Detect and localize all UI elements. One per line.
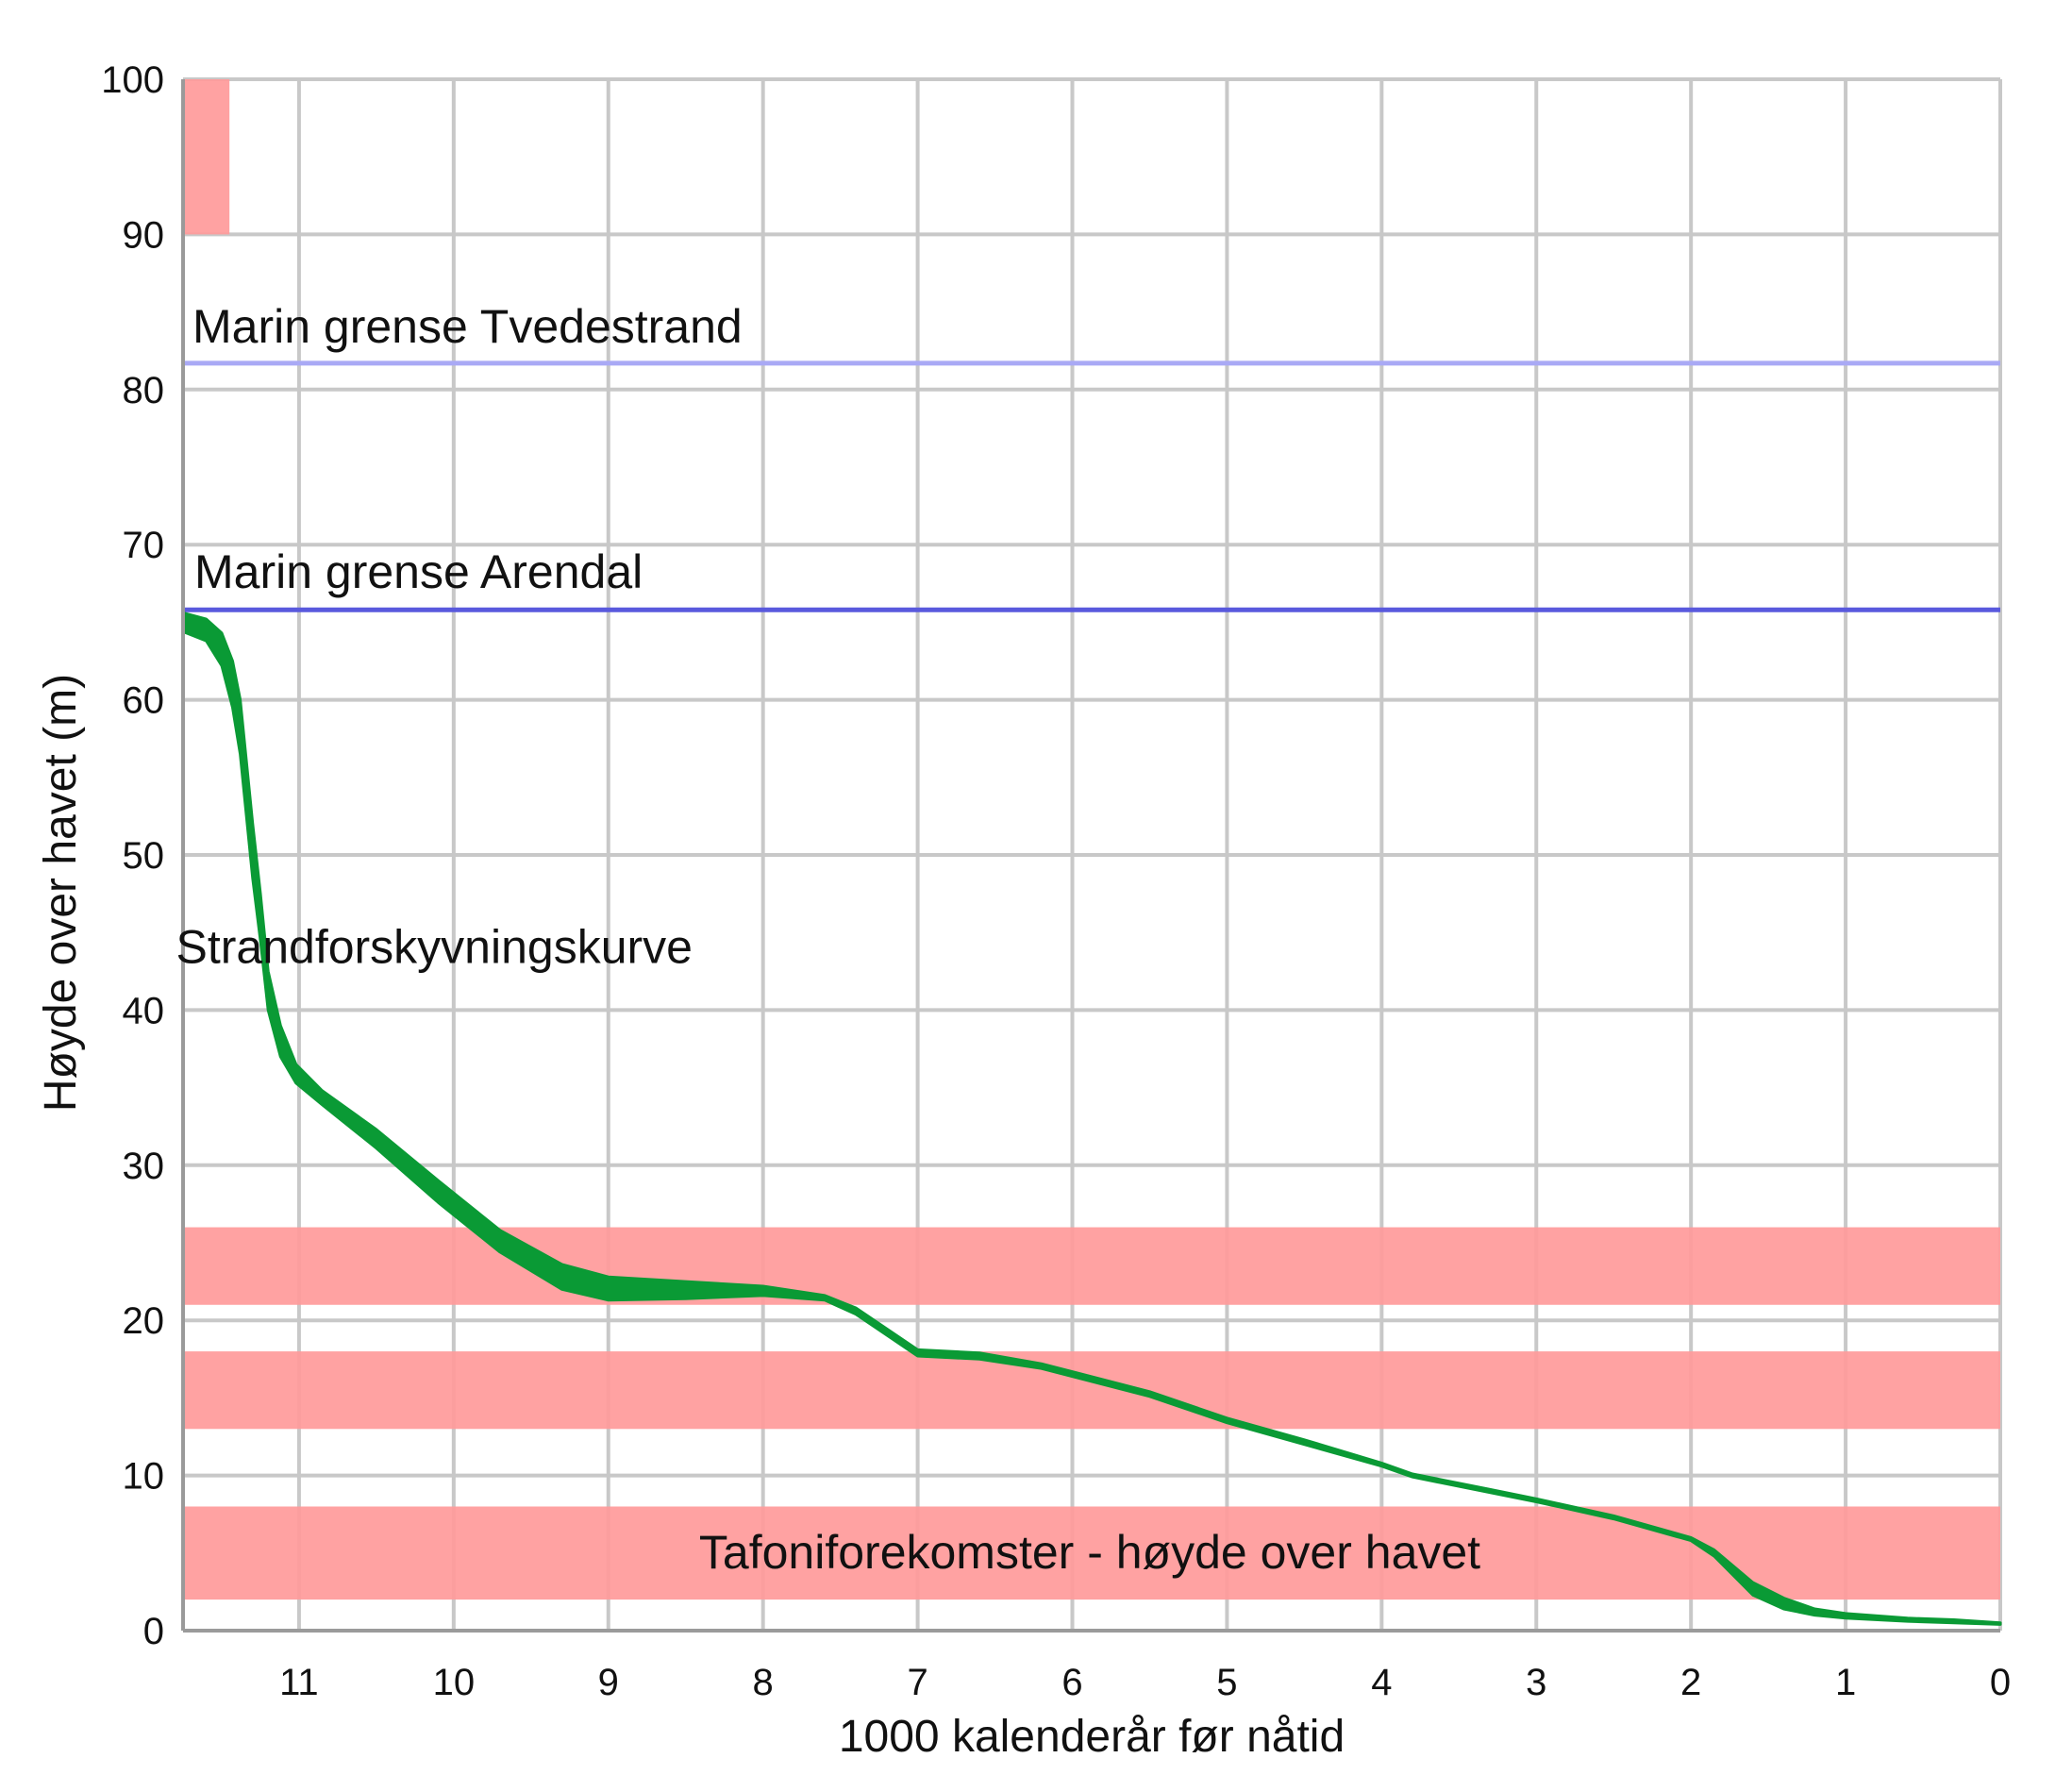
y-tick-label: 60	[123, 680, 165, 722]
x-tick-label: 3	[1526, 1662, 1546, 1703]
y-tick-label: 100	[101, 59, 164, 101]
x-tick-label: 6	[1061, 1662, 1082, 1703]
tafoni-band-label: Tafoniforekomster - høyde over havet	[699, 1526, 1480, 1579]
x-tick-label: 11	[279, 1662, 319, 1703]
marine-limit-lines	[183, 360, 2000, 612]
x-tick-label: 10	[433, 1662, 476, 1703]
tafoni-band	[183, 1351, 2000, 1430]
marine-limit-arendal-label: Marin grense Arendal	[194, 545, 643, 598]
tafoni-band	[183, 1506, 2000, 1600]
shoreline-curve	[181, 611, 2002, 1626]
y-tick-label: 20	[123, 1300, 165, 1342]
shoreline-curve-band	[181, 611, 2002, 1626]
shoreline-curve-label: Strandforskyvningskurve	[176, 921, 693, 974]
y-tick-label: 40	[123, 990, 165, 1031]
tafoni-band	[183, 1227, 2000, 1305]
tafoni-band	[183, 79, 230, 235]
y-tick-label: 30	[123, 1146, 165, 1187]
y-tick-label: 90	[123, 214, 165, 256]
x-tick-label: 2	[1680, 1662, 1701, 1703]
y-tick-label: 10	[123, 1456, 165, 1498]
x-tick-label: 5	[1216, 1662, 1237, 1703]
y-axis-title: Høyde over havet (m)	[36, 674, 86, 1112]
y-tick-label: 70	[123, 525, 165, 566]
x-tick-label: 7	[907, 1662, 927, 1703]
y-tick-label: 80	[123, 370, 165, 411]
marine-limit-tvedestrand-label: Marin grense Tvedestrand	[192, 300, 743, 353]
x-tick-label: 8	[753, 1662, 774, 1703]
axes	[181, 79, 2000, 1633]
y-tick-label: 50	[123, 835, 165, 877]
y-tick-label: 0	[143, 1611, 164, 1652]
x-tick-label: 4	[1371, 1662, 1392, 1703]
annotations: Marin grense Tvedestrand Marin grense Ar…	[176, 300, 1481, 1579]
x-tick-label: 1	[1835, 1662, 1856, 1703]
x-tick-label: 9	[598, 1662, 619, 1703]
x-axis-title: 1000 kalenderår før nåtid	[839, 1712, 1345, 1762]
x-tick-label: 0	[1990, 1662, 2011, 1703]
